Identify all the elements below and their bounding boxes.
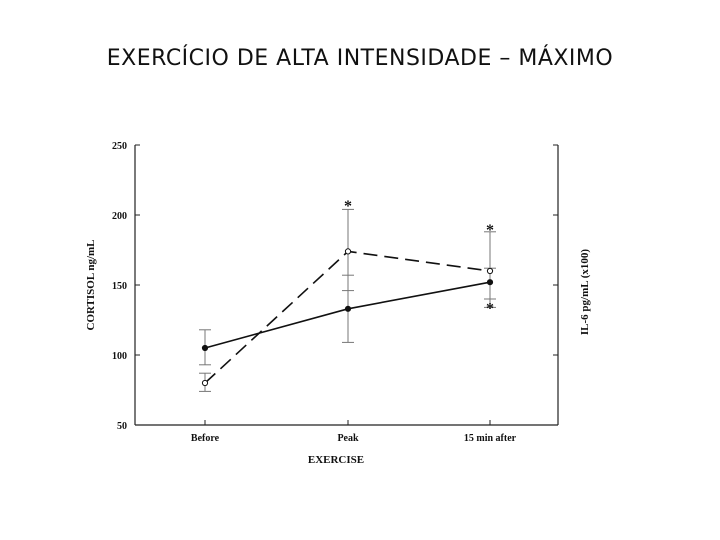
data-point <box>344 305 352 312</box>
x-axis-title: EXERCISE <box>308 454 364 466</box>
y-axis-right-title: IL-6 pg/mL (x100) <box>579 249 591 336</box>
y-tick-label: 100 <box>112 351 127 362</box>
data-point <box>486 279 494 286</box>
data-point <box>201 379 209 387</box>
data-points <box>201 248 494 387</box>
data-point <box>344 248 352 255</box>
y-axis-left-title: CORTISOL ng/mL <box>85 239 97 330</box>
x-tick-label: 15 min after <box>464 433 517 444</box>
data-point <box>486 267 494 275</box>
data-point <box>201 344 209 352</box>
x-tick-label: Peak <box>337 433 359 444</box>
significance-marker: * <box>344 198 352 215</box>
y-tick-label: 50 <box>117 421 127 432</box>
significance-marker: * <box>486 222 494 239</box>
plot-frame <box>134 145 559 426</box>
x-tick-label: Before <box>191 433 220 444</box>
significance-marker: * <box>486 300 494 317</box>
slide-title: EXERCÍCIO DE ALTA INTENSIDADE – MÁXIMO <box>106 46 614 71</box>
y-tick-label: 250 <box>112 141 127 152</box>
y-ticks: 50 100 150 200 250 <box>112 141 558 432</box>
annotations: * * * <box>344 198 494 317</box>
x-ticks: Before Peak 15 min after <box>191 420 517 444</box>
y-tick-label: 200 <box>112 211 127 222</box>
y-tick-label: 150 <box>112 281 127 292</box>
error-bars <box>199 208 496 392</box>
